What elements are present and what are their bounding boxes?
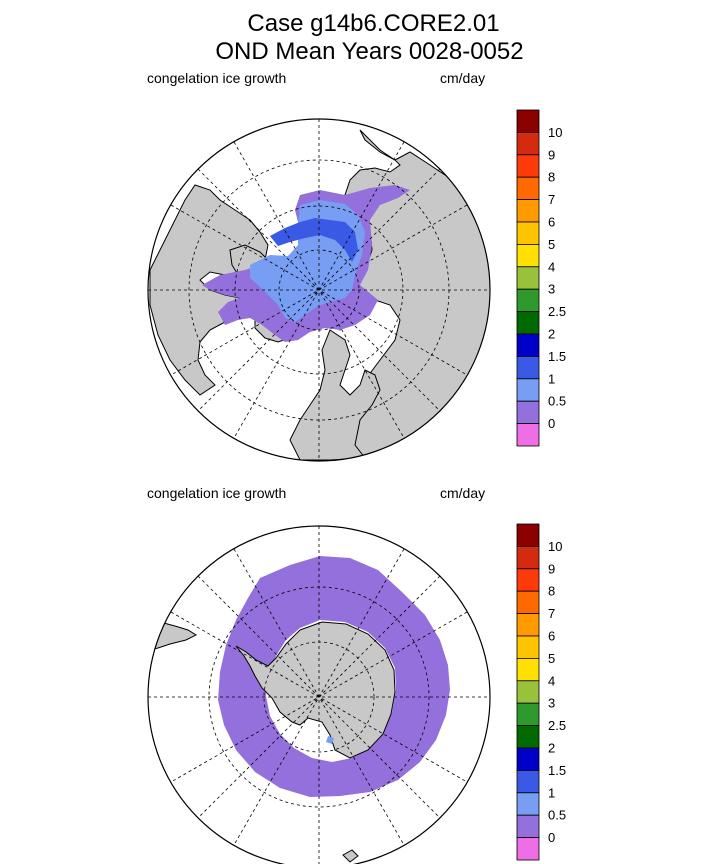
colorbar-north-swatch (516, 154, 540, 178)
colorbar-north-tick-label: 0.5 (548, 394, 566, 409)
colorbar-south-tick-label: 6 (548, 629, 555, 644)
colorbar-north-tick-label: 1.5 (548, 349, 566, 364)
colorbar-south-swatch (516, 658, 540, 682)
colorbar-north-tick-label: 8 (548, 170, 555, 185)
south-land-islands (342, 849, 359, 863)
colorbar-north-swatch (516, 199, 540, 223)
colorbar-south-tick-label: 3 (548, 696, 555, 711)
colorbar-south-tick-label: 2.5 (548, 718, 566, 733)
colorbar-south-swatch (516, 837, 540, 861)
colorbar-south-swatch (516, 725, 540, 749)
colorbar-north-tick-label: 6 (548, 215, 555, 230)
north-map-border (147, 118, 491, 462)
colorbar-north-swatch (516, 266, 540, 290)
colorbar-south-tick-label: 10 (548, 539, 562, 554)
colorbar-south-tick-label: 4 (548, 673, 555, 688)
colorbar-south-swatch (516, 546, 540, 570)
colorbar-north-tick-label: 10 (548, 125, 562, 140)
colorbar-south-tick-label: 2 (548, 741, 555, 756)
panel2-units-label: cm/day (440, 485, 486, 501)
colorbar-south-swatch (516, 523, 540, 547)
colorbar-south-swatch (516, 613, 540, 637)
panel2-variable-label: congelation ice growth (147, 485, 287, 501)
south-graticule (148, 526, 490, 864)
south-ice-0.5-1 (326, 736, 334, 744)
colorbar-north-tick-label: 3 (548, 282, 555, 297)
south-polar-map (147, 525, 491, 864)
colorbar-north-swatch (516, 311, 540, 335)
colorbar-south-tick-label: 8 (548, 584, 555, 599)
colorbar-south-swatch (516, 590, 540, 615)
colorbar-north-tick-label: 2.5 (548, 304, 566, 319)
colorbar-north-tick-label: 0 (548, 416, 555, 431)
colorbar-north-swatch (516, 400, 540, 425)
colorbar-south-swatch (516, 680, 540, 704)
colorbar-south-swatch (516, 814, 540, 839)
colorbar-north-swatch (516, 176, 540, 200)
colorbar-north-swatch (516, 423, 540, 447)
north-land-europe (289, 329, 381, 461)
colorbar-south-tick-label: 0 (548, 830, 555, 845)
colorbar-south-tick-label: 1.5 (548, 763, 566, 778)
colorbar-south-swatch (516, 792, 540, 816)
south-map-border (147, 525, 491, 864)
title-line-1: Case g14b6.CORE2.01 (247, 10, 500, 37)
colorbar-north: 10 9 8 7 6 5 4 3 2.5 2 1.5 1 0.5 0 (516, 109, 566, 447)
colorbar-north-swatch (516, 109, 540, 133)
title-line-2: OND Mean Years 0028-0052 (215, 38, 524, 65)
colorbar-south: 10 9 8 7 6 5 4 3 2.5 2 1.5 1 0.5 0 (516, 523, 566, 861)
colorbar-north-tick-label: 4 (548, 259, 555, 274)
colorbar-north-tick-label: 7 (548, 192, 555, 207)
colorbar-north-swatch (516, 355, 540, 380)
panel1-variable-label: congelation ice growth (147, 70, 287, 86)
north-polar-map (147, 118, 491, 462)
colorbar-south-tick-label: 1 (548, 785, 555, 800)
colorbar-south-tick-label: 9 (548, 561, 555, 576)
panel1-units-label: cm/day (440, 70, 486, 86)
colorbar-south-tick-label: 5 (548, 651, 555, 666)
colorbar-north-tick-label: 9 (548, 147, 555, 162)
south-land-antarctica (235, 621, 396, 759)
south-ice-0-0.5 (218, 556, 450, 797)
colorbar-south-swatch (516, 568, 540, 592)
colorbar-south-tick-label: 7 (548, 606, 555, 621)
colorbar-south-tick-label: 0.5 (548, 808, 566, 823)
colorbar-north-tick-label: 1 (548, 371, 555, 386)
colorbar-north-swatch (516, 288, 540, 313)
colorbar-south-swatch (516, 770, 540, 794)
colorbar-north-swatch (516, 243, 540, 268)
colorbar-south-swatch (516, 747, 540, 771)
colorbar-north-swatch (516, 221, 540, 245)
colorbar-north-swatch (516, 333, 540, 357)
north-graticule (148, 119, 490, 461)
colorbar-south-swatch (516, 702, 540, 727)
colorbar-north-tick-label: 2 (548, 327, 555, 342)
colorbar-north-tick-label: 5 (548, 237, 555, 252)
north-ice-1-1.5 (270, 218, 358, 262)
colorbar-north-swatch (516, 378, 540, 402)
colorbar-south-swatch (516, 635, 540, 659)
colorbar-north-swatch (516, 131, 540, 156)
